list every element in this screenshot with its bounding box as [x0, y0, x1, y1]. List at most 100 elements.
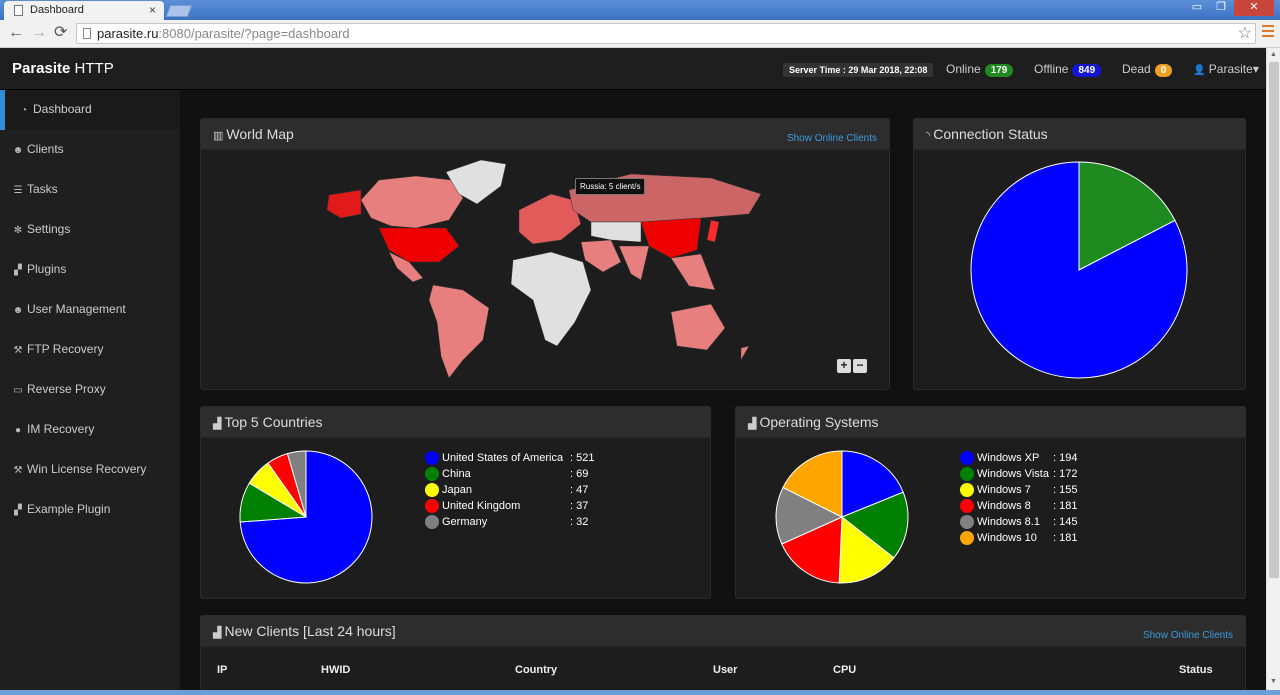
world-map[interactable]: [201, 150, 891, 390]
new-tab-button[interactable]: [165, 5, 193, 17]
browser-menu-icon[interactable]: [1262, 25, 1274, 40]
sidebar-item-plugins[interactable]: ▞ Plugins: [0, 250, 180, 290]
map-region-southeast-asia: [670, 253, 716, 291]
legend-label: Windows 10: [977, 532, 1037, 544]
sidebar-item-label: IM Recovery: [27, 422, 95, 436]
online-count-badge: 179: [984, 64, 1014, 77]
pie-slice-windows-xp[interactable]: [841, 450, 904, 518]
dead-stat[interactable]: Dead 0: [1122, 62, 1173, 77]
sidebar-item-example-plugin[interactable]: ▞ Example Plugin: [0, 490, 180, 530]
column-header-status[interactable]: Status: [1179, 664, 1213, 676]
reload-icon[interactable]: ⟳: [54, 24, 68, 41]
legend-item: United Kingdom: 37: [425, 498, 645, 514]
legend-swatch: [960, 515, 974, 529]
legend-swatch: [425, 451, 439, 465]
pie-slice-germany[interactable]: [286, 450, 307, 518]
operating-systems-panel: ▟ Operating Systems Windows XP: 194 Window…: [735, 406, 1246, 599]
zoom-out-button[interactable]: −: [853, 359, 867, 373]
close-window-icon[interactable]: ✕: [1234, 0, 1274, 16]
address-bar[interactable]: parasite.ru:8080/parasite/?page=dashboar…: [76, 23, 1256, 44]
legend-label: United Kingdom: [442, 500, 521, 512]
sidebar-item-im-recovery[interactable]: ● IM Recovery: [0, 410, 180, 450]
scroll-up-icon[interactable]: ▲: [1270, 51, 1277, 58]
pie-slice-windows-vista[interactable]: [841, 491, 909, 559]
map-region-australia: [670, 303, 726, 351]
legend-swatch: [425, 499, 439, 513]
show-online-clients-link[interactable]: Show Online Clients: [1142, 630, 1233, 641]
legend-swatch: [960, 467, 974, 481]
pie-slice-windows-8[interactable]: [781, 516, 843, 584]
pie-slice-0[interactable]: [1078, 161, 1176, 271]
user-name: Parasite: [1208, 62, 1253, 76]
zoom-in-button[interactable]: +: [837, 359, 851, 373]
close-tab-icon[interactable]: ×: [148, 3, 156, 17]
scroll-down-icon[interactable]: ▼: [1270, 678, 1277, 685]
offline-stat[interactable]: Offline 849: [1034, 62, 1102, 77]
minimize-icon[interactable]: ▭: [1191, 1, 1203, 13]
legend-item: Windows 8: 181: [960, 498, 1180, 514]
legend-value: : 145: [1053, 516, 1078, 528]
column-header-cpu[interactable]: CPU: [833, 664, 857, 676]
sidebar-item-settings[interactable]: ✻ Settings: [0, 210, 180, 250]
panel-header: ▥ World Map Show Online Clients: [201, 119, 889, 150]
windows-taskbar: [0, 690, 1280, 695]
sidebar-item-reverse-proxy[interactable]: ▭ Reverse Proxy: [0, 370, 180, 410]
forward-icon[interactable]: →: [31, 24, 47, 41]
panel-title: World Map: [226, 126, 294, 142]
tasks-icon: ☰: [13, 185, 23, 196]
legend-label: Windows 8.1: [977, 516, 1040, 528]
browser-toolbar: ← → ⟳ parasite.ru:8080/parasite/?page=da…: [0, 20, 1280, 48]
legend-value: : 32: [570, 516, 589, 528]
legend-swatch: [960, 499, 974, 513]
column-header-user[interactable]: User: [713, 664, 738, 676]
users-icon: ☻: [12, 305, 24, 316]
connection-status-panel: ◝ Connection Status: [913, 118, 1246, 390]
top-countries-panel: ▟ Top 5 Countries United States of Americ…: [200, 406, 711, 599]
legend-item: Germany: 32: [425, 514, 645, 530]
offline-count-badge: 849: [1072, 64, 1102, 77]
panel-title: Top 5 Countries: [224, 414, 323, 430]
column-header-country[interactable]: Country: [515, 664, 558, 676]
sidebar-item-win-license-recovery[interactable]: ⚒ Win License Recovery: [0, 450, 180, 490]
sidebar-item-dashboard[interactable]: ◔ Dashboard: [0, 90, 180, 130]
pie-slice-windows-8-1[interactable]: [775, 486, 844, 545]
bookmark-star-icon[interactable]: ☆: [1237, 25, 1252, 42]
bar-chart-icon: ▟: [213, 627, 222, 639]
sidebar-item-tasks[interactable]: ☰ Tasks: [0, 170, 180, 210]
sidebar-item-clients[interactable]: ☻ Clients: [0, 130, 180, 170]
show-online-clients-link[interactable]: Show Online Clients: [786, 133, 877, 144]
pie-slice-windows-7[interactable]: [838, 516, 895, 584]
browser-tab-dashboard[interactable]: Dashboard ×: [4, 1, 164, 20]
sidebar-item-user-management[interactable]: ☻ User Management: [0, 290, 180, 330]
dashboard-icon: ◔: [20, 105, 28, 116]
scrollbar-thumb[interactable]: [1269, 62, 1279, 578]
browser-titlebar: Dashboard × ▭ ❐ ✕: [0, 0, 1280, 20]
pie-slice-1[interactable]: [970, 161, 1188, 379]
legend-label: United States of America: [442, 452, 564, 464]
map-region-south-america: [428, 284, 490, 379]
caret-down-icon: ▾: [1252, 62, 1259, 76]
legend-swatch: [425, 515, 439, 529]
pie-slice-windows-10[interactable]: [782, 450, 843, 518]
legend-value: : 521: [570, 452, 595, 464]
panel-title: Connection Status: [933, 126, 1048, 142]
sidebar-item-ftp-recovery[interactable]: ⚒ FTP Recovery: [0, 330, 180, 370]
legend-value: : 194: [1053, 452, 1078, 464]
brand-logo[interactable]: Parasite HTTP: [12, 60, 114, 77]
legend-item: Japan: 47: [425, 482, 645, 498]
column-header-ip[interactable]: IP: [217, 664, 228, 676]
app-navbar: Parasite HTTP Server Time : 29 Mar 2018,…: [0, 48, 1266, 90]
tab-title: Dashboard: [30, 4, 84, 16]
user-menu[interactable]: 👤 Parasite▾: [1193, 62, 1259, 76]
online-stat[interactable]: Online 179: [946, 62, 1014, 77]
restore-icon[interactable]: ❐: [1216, 1, 1226, 13]
users-icon: ☻: [12, 145, 24, 156]
panel-header: ▟ New Clients [Last 24 hours] Show Online…: [201, 616, 1245, 647]
column-header-hwid[interactable]: HWID: [321, 664, 351, 676]
back-icon[interactable]: ←: [8, 24, 24, 41]
sidebar-item-label: User Management: [27, 302, 126, 316]
page-scrollbar[interactable]: ▲ ▼: [1266, 48, 1280, 690]
offline-label: Offline: [1034, 62, 1069, 76]
server-time: Server Time : 29 Mar 2018, 22:08: [783, 63, 934, 77]
online-label: Online: [946, 62, 981, 76]
